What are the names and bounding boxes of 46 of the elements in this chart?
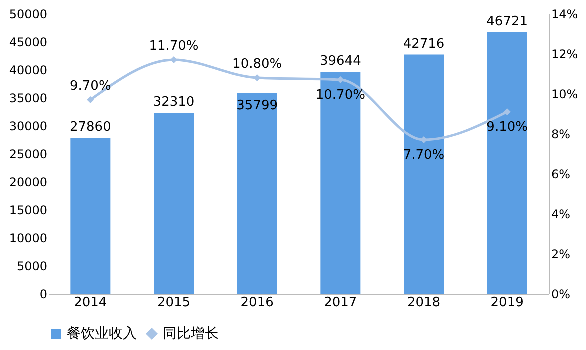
x-tick-label: 2018 (407, 296, 441, 310)
x-tick-label: 2017 (324, 296, 358, 310)
y-tick-label: 35000 (9, 92, 48, 106)
y2-tick-label: 2% (552, 248, 571, 262)
y-tick-label: 25000 (9, 148, 48, 162)
y2-tick-label: 12% (552, 48, 578, 62)
bar (237, 94, 278, 294)
y2-tick-label: 8% (552, 128, 571, 142)
y-tick-label: 15000 (9, 204, 48, 218)
point (254, 74, 261, 82)
legend-label: 餐饮业收入 (67, 326, 137, 342)
y2-tick-label: 4% (552, 208, 571, 222)
data-label: 35799 (236, 98, 278, 114)
bar (70, 138, 111, 294)
point (504, 108, 511, 116)
y2-tick-label: 6% (552, 168, 571, 182)
bar (404, 54, 444, 294)
y-tick-label: 0 (40, 288, 48, 302)
x-tick-label: 2019 (490, 296, 524, 310)
data-label: 11.70% (149, 39, 199, 54)
data-label: 32310 (153, 95, 195, 110)
data-label: 46721 (486, 14, 528, 30)
point (87, 96, 94, 104)
x-tick-label: 2014 (74, 296, 108, 310)
y2-tick-label: 14% (552, 8, 578, 22)
y-tick-label: 10000 (9, 232, 48, 246)
data-label: 9.70% (70, 79, 112, 94)
y-tick-label: 5000 (16, 260, 48, 274)
y-tick-label: 45000 (9, 36, 48, 50)
bar (487, 32, 528, 294)
y2-tick-label: 10% (552, 88, 578, 102)
data-label: 7.70% (403, 148, 445, 163)
data-label: 27860 (70, 120, 112, 135)
y-tick-label: 50000 (9, 8, 48, 22)
y2-tick-label: 0% (552, 288, 571, 302)
x-tick-label: 2015 (157, 296, 191, 310)
y-tick-label: 30000 (9, 120, 48, 134)
legend-label: 同比增长 (163, 326, 219, 342)
data-label: 42716 (403, 36, 445, 52)
data-label: 9.10% (486, 120, 528, 135)
data-label: 10.80% (232, 57, 282, 72)
y-tick-label: 20000 (9, 176, 48, 190)
y-tick-label: 40000 (9, 64, 48, 78)
data-label: 39644 (320, 54, 362, 69)
x-tick-label: 2016 (240, 296, 274, 310)
bar (154, 113, 194, 294)
